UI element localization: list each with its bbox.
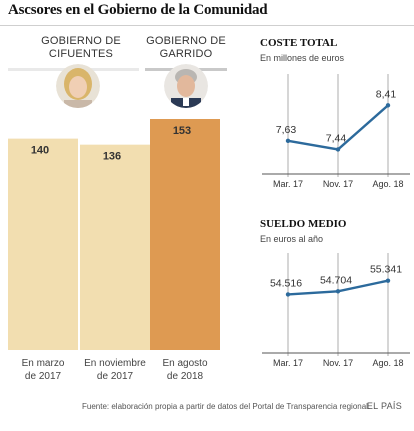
data-point xyxy=(335,289,341,294)
data-label: 55.341 xyxy=(370,264,402,276)
cifuentes-portrait xyxy=(56,64,100,108)
garrido-label-line2: GARRIDO xyxy=(159,48,213,60)
sueldo-medio-title: SUELDO MEDIO xyxy=(260,218,347,230)
x-tick-label: Ago. 18 xyxy=(372,179,403,189)
x-tick-label: Nov. 17 xyxy=(323,179,353,189)
bar-chart: 140 136 153 En marzo de 2017 En noviembre d… xyxy=(8,119,220,382)
title-divider xyxy=(0,25,414,26)
bar-value-label: 140 xyxy=(31,145,49,157)
garrido-portrait xyxy=(164,64,208,108)
data-label: 7,44 xyxy=(326,132,347,144)
data-label: 54.516 xyxy=(270,277,302,289)
coste-total-subtitle: En millones de euros xyxy=(260,53,345,63)
data-point xyxy=(285,138,291,144)
coste-total-plot: 7,63 Mar. 17 7,44 Nov. 17 8,41 Ago. 18 xyxy=(262,74,410,189)
sueldo-medio-chart: SUELDO MEDIO En euros al año 54.516 Mar. … xyxy=(260,218,410,368)
sueldo-medio-subtitle: En euros al año xyxy=(260,234,323,244)
bar-august-2018 xyxy=(150,119,220,350)
bar-category-labels: En marzo de 2017 En noviembre de 2017 En ago… xyxy=(22,358,208,382)
cifuentes-label-line1: GOBIERNO DE xyxy=(41,35,121,47)
data-point xyxy=(285,292,291,297)
bar-value-label: 153 xyxy=(173,125,191,137)
bar-category-label: En agosto xyxy=(162,358,207,369)
bar-category-label: de 2018 xyxy=(167,371,204,382)
data-label: 54.704 xyxy=(320,274,352,286)
coste-total-title: COSTE TOTAL xyxy=(260,37,337,49)
bar-category-label: de 2017 xyxy=(97,371,134,382)
x-tick-label: Mar. 17 xyxy=(273,179,303,189)
cifuentes-label-line2: CIFUENTES xyxy=(48,48,114,60)
source-note: Fuente: elaboración propia a partir de d… xyxy=(82,402,371,411)
page-title: Ascsores en el Gobierno de la Comunidad xyxy=(8,2,268,18)
data-point xyxy=(385,103,391,108)
bar-november-2017 xyxy=(80,144,150,350)
data-label: 7,63 xyxy=(276,124,297,136)
bar-march-2017 xyxy=(8,138,78,350)
brand-credit: EL PAÍS xyxy=(366,401,402,411)
bar-category-label: En noviembre xyxy=(84,358,146,369)
sueldo-medio-plot: 54.516 Mar. 17 54.704 Nov. 17 55.341 Ago. 18 xyxy=(262,253,410,368)
data-label: 8,41 xyxy=(376,88,397,100)
bar-value-label: 136 xyxy=(103,151,121,163)
data-point xyxy=(385,278,391,283)
bar-category-label: En marzo xyxy=(22,358,65,369)
garrido-portrait-image xyxy=(164,64,208,108)
x-tick-label: Mar. 17 xyxy=(273,358,303,368)
garrido-group-label: GOBIERNO DE GARRIDO xyxy=(131,35,241,61)
coste-total-chart: COSTE TOTAL En millones de euros 7,63 Mar… xyxy=(260,37,410,189)
cifuentes-group-label: GOBIERNO DE CIFUENTES xyxy=(26,35,136,61)
x-tick-label: Nov. 17 xyxy=(323,358,353,368)
x-tick-label: Ago. 18 xyxy=(372,358,403,368)
cifuentes-portrait-image xyxy=(56,64,100,108)
garrido-label-line1: GOBIERNO DE xyxy=(146,35,226,47)
bar-category-label: de 2017 xyxy=(25,371,62,382)
data-point xyxy=(335,147,341,152)
